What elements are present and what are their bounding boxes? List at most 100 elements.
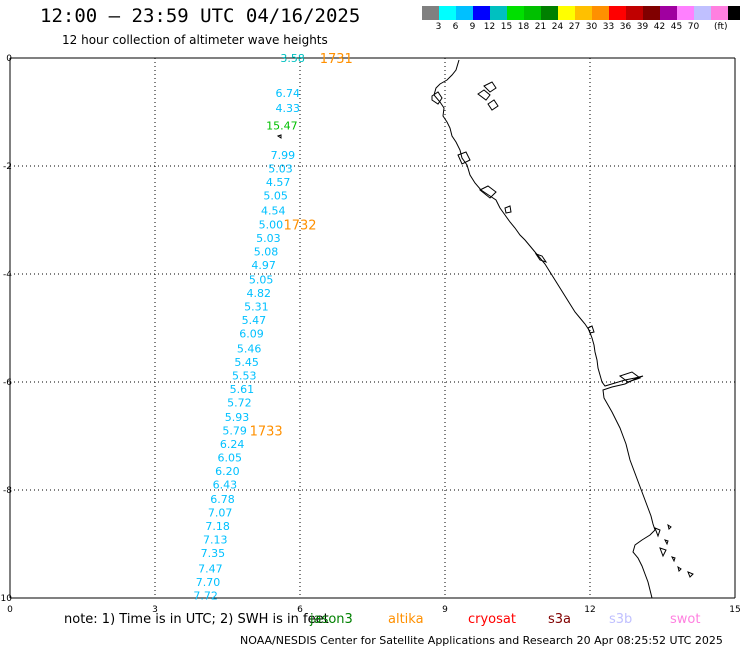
- swh-value-label: 6.74: [276, 87, 301, 100]
- island-outline: [671, 556, 676, 563]
- colorbar-swatch: [558, 6, 575, 20]
- colorbar-swatch: [439, 6, 456, 20]
- colorbar-swatch: [626, 6, 643, 20]
- time-label: 1733: [250, 425, 283, 440]
- x-tick-label: 12: [584, 605, 595, 615]
- swh-value-label: 4.33: [276, 102, 301, 115]
- y-tick-label: -4: [3, 270, 12, 280]
- island-outline: [504, 205, 512, 214]
- footer-credit: NOAA/NESDIS Center for Satellite Applica…: [240, 634, 723, 647]
- colorbar-swatch: [711, 6, 728, 20]
- x-tick-label: 9: [442, 605, 448, 615]
- swh-value-label: 7.47: [198, 562, 223, 575]
- island-outline: [477, 89, 491, 101]
- swh-value-label: 5.53: [232, 370, 257, 383]
- page-subtitle: 12 hour collection of altimeter wave hei…: [62, 33, 328, 47]
- colorbar-swatch: [456, 6, 473, 20]
- colorbar-swatch: [694, 6, 711, 20]
- colorbar-tick-label: 30: [585, 22, 598, 32]
- colorbar-swatch: [524, 6, 541, 20]
- axis-tick-labels: 0 3 6 9 12 15 0 -2 -4 -6 -8 -10: [0, 54, 740, 615]
- island-outline: [534, 253, 548, 263]
- swh-value-label: 5.47: [242, 314, 267, 327]
- island-outline: [677, 565, 682, 572]
- y-tick-label: -10: [0, 594, 12, 604]
- swh-value-label: 5.93: [225, 411, 250, 424]
- colorbar-tick-label: 15: [500, 22, 513, 32]
- x-tick-label: 3: [152, 605, 158, 615]
- swh-value-label: 7.13: [203, 534, 228, 547]
- swh-value-label: 15.47: [266, 120, 298, 133]
- swh-value-label: 5.00: [259, 218, 284, 231]
- colorbar-tick-label: 33: [602, 22, 615, 32]
- swh-value-label: 6.20: [215, 465, 240, 478]
- colorbar-swatch: [490, 6, 507, 20]
- swh-value-label: 7.07: [208, 507, 233, 520]
- swh-value-label: 5.03: [268, 163, 293, 176]
- swh-value-label: 5.45: [234, 356, 259, 369]
- colorbar-tick-label: 36: [619, 22, 632, 32]
- colorbar-tick-label: 21: [534, 22, 547, 32]
- time-labels: 1731 1732 1733: [250, 52, 353, 440]
- satellite-legend-s3a: s3a: [548, 612, 572, 627]
- colorbar-swatch: [575, 6, 592, 20]
- satellite-legend-jason3: jason3: [310, 612, 353, 627]
- colorbar-tick-label: 18: [517, 22, 530, 32]
- colorbar-tick-label: 3: [435, 22, 442, 32]
- swh-value-label: 6.05: [218, 452, 243, 465]
- island-outline: [479, 185, 497, 199]
- island-outline: [457, 151, 471, 165]
- colorbar-swatch: [592, 6, 609, 20]
- colorbar-swatch: [677, 6, 694, 20]
- satellite-legend-s3b: s3b: [609, 612, 633, 627]
- swh-value-label: 4.54: [261, 204, 286, 217]
- swh-value-label: 6.43: [213, 479, 238, 492]
- swh-value-label: 5.46: [237, 343, 262, 356]
- satellite-legend-cryosat: cryosat: [468, 612, 516, 627]
- swh-value-label: 6.24: [220, 438, 245, 451]
- satellite-legend-swot: swot: [670, 612, 701, 627]
- y-tick-label: -8: [3, 486, 12, 496]
- swh-value-label: 4.82: [247, 287, 272, 300]
- satellite-legend-altika: altika: [388, 612, 424, 627]
- swh-value-label: 7.72: [193, 589, 218, 602]
- x-tick-label: 15: [729, 605, 740, 615]
- swh-value-label: 5.05: [263, 190, 288, 203]
- island-outline: [654, 527, 661, 538]
- swh-value-label: 5.03: [256, 232, 281, 245]
- y-tick-label: 0: [6, 54, 12, 64]
- coastline: [276, 59, 694, 599]
- island-outline: [687, 571, 694, 578]
- colorbar-swatch: [660, 6, 677, 20]
- swh-value-label: 5.72: [227, 397, 252, 410]
- x-tick-label: 0: [7, 605, 13, 615]
- swh-value-label: 6.09: [239, 327, 264, 340]
- map-grid: [9, 57, 736, 599]
- swh-value-label: 5.31: [244, 300, 269, 313]
- y-tick-label: -6: [3, 378, 12, 388]
- island-outline: [659, 547, 667, 558]
- swh-value-label: 7.99: [271, 149, 296, 162]
- island-outline: [664, 539, 669, 546]
- page-title: 12:00 — 23:59 UTC 04/16/2025: [40, 5, 361, 27]
- colorbar-swatch: [422, 6, 439, 20]
- colorbar-legend: [422, 6, 740, 20]
- swh-value-label: 4.57: [266, 176, 291, 189]
- island-outline: [618, 371, 642, 383]
- colorbar-swatch: [507, 6, 524, 20]
- colorbar-tick-label: 45: [670, 22, 683, 32]
- island-outline: [483, 81, 497, 93]
- swh-value-label: 3.58: [280, 52, 305, 65]
- island-outline: [487, 99, 499, 111]
- colorbar-swatch: [643, 6, 660, 20]
- time-label: 1732: [283, 218, 316, 233]
- colorbar-swatch: [728, 6, 740, 20]
- swh-value-label: 5.79: [222, 425, 247, 438]
- colorbar-tick-label: 12: [483, 22, 496, 32]
- swh-value-label: 5.61: [230, 383, 255, 396]
- swh-value-label: 7.35: [201, 547, 226, 560]
- colorbar-swatch: [609, 6, 626, 20]
- swh-value-label: 5.08: [254, 245, 279, 258]
- swh-value-label: 7.18: [205, 520, 230, 533]
